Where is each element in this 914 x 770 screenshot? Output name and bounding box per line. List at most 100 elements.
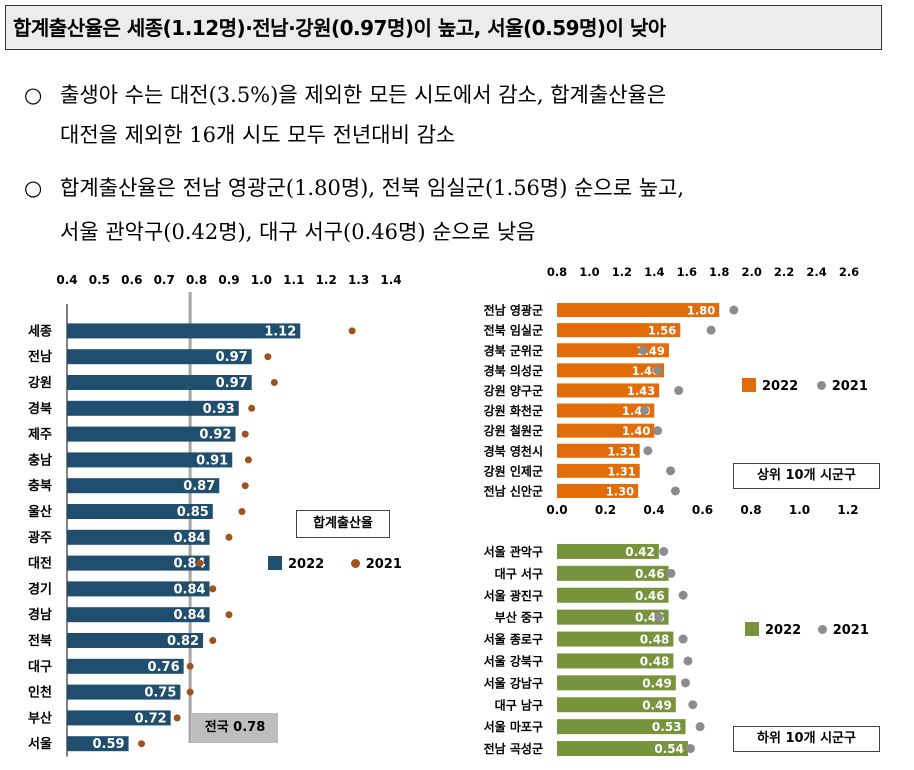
- bar-2022: [557, 323, 681, 338]
- bar-value-label: 0.53: [652, 720, 682, 734]
- tick-label: 0.9: [218, 273, 239, 287]
- bar-2022: [67, 478, 220, 494]
- tick-label: 0.8: [547, 265, 567, 279]
- category-label: 서울 강남구: [484, 675, 543, 690]
- legend-bar-label: 2022: [288, 557, 325, 572]
- tick-label: 1.8: [709, 265, 729, 279]
- bar-2022: [67, 529, 210, 545]
- dot-2021: [225, 611, 233, 619]
- bar-value-label: 0.49: [642, 676, 672, 690]
- bar-2022: [557, 423, 655, 438]
- category-label: 전남 신안군: [484, 483, 543, 498]
- dot-2021: [640, 406, 650, 416]
- bar-value-label: 0.84: [173, 557, 205, 572]
- bullet-text-line1: 출생아 수는 대전(3.5%)을 제외한 모든 시도에서 감소, 합계출산율은: [60, 83, 667, 107]
- headline: 합계출산율은 세종(1.12명)·전남·강원(0.97명)이 높고, 서울(0.…: [5, 5, 882, 50]
- dot-2021: [241, 482, 249, 490]
- bullet-mark: ○: [24, 176, 43, 200]
- bar-2022: [557, 363, 665, 378]
- bar-value-label: 0.91: [196, 453, 228, 468]
- tick-label: 1.0: [789, 503, 810, 517]
- bar-2022: [557, 303, 720, 318]
- bar-2022: [67, 710, 171, 726]
- bar-2022: [67, 633, 204, 648]
- category-label: 전남 영광군: [484, 303, 543, 318]
- chart-legend: 2022 2021: [742, 378, 868, 394]
- bullet-2: ○ 합계출산율은 전남 영광군(1.80명), 전북 임실군(1.56명) 순으로…: [24, 170, 684, 206]
- bar-2022: [67, 426, 236, 442]
- category-label: 경기: [28, 581, 52, 597]
- bar-value-label: 0.49: [642, 698, 672, 712]
- category-label: 부산: [28, 710, 52, 726]
- bar-2022: [67, 684, 181, 700]
- bar-value-label: 0.76: [148, 660, 180, 675]
- bar-value-label: 1.43: [627, 384, 655, 398]
- category-label: 전북 임실군: [484, 323, 543, 338]
- dot-2021: [270, 379, 278, 386]
- legend-bar-label: 2022: [765, 623, 802, 638]
- category-label: 충북: [28, 478, 52, 494]
- bullet-2-continuation: 서울 관악구(0.42명), 대구 서구(0.46명) 순으로 낮음: [60, 220, 536, 244]
- category-label: 대구 서구: [495, 566, 543, 581]
- tick-label: 1.2: [837, 503, 858, 517]
- category-label: 세종: [28, 324, 52, 339]
- tick-label: 0.8: [186, 273, 207, 287]
- tick-label: 0.6: [121, 273, 142, 287]
- bar-2022: [67, 658, 184, 674]
- dot-2021: [706, 325, 716, 335]
- bar-value-label: 0.48: [640, 654, 670, 668]
- dot-2021: [186, 688, 194, 696]
- bar-2022: [557, 383, 660, 398]
- bar-2022: [67, 736, 129, 752]
- category-label: 전남: [28, 349, 52, 365]
- bar-2022: [557, 741, 688, 757]
- bar-value-label: 0.72: [135, 711, 167, 726]
- bar-value-label: 0.54: [654, 742, 684, 756]
- dot-2021: [678, 634, 688, 644]
- category-label: 전북: [28, 633, 52, 649]
- category-label: 인천: [28, 685, 52, 701]
- bar-2022: [67, 323, 301, 339]
- bar-value-label: 1.80: [687, 304, 715, 318]
- legend-dot-swatch: [350, 559, 360, 568]
- category-label: 경북 영천시: [484, 443, 543, 458]
- legend-bar-swatch: [745, 622, 759, 636]
- tick-label: 1.1: [283, 273, 304, 287]
- chart-title-box: 상위 10개 시군구: [733, 463, 880, 489]
- legend-bar-swatch: [268, 556, 282, 570]
- bar-2022: [67, 452, 233, 468]
- dot-2021: [248, 404, 256, 412]
- tick-label: 1.0: [579, 265, 599, 279]
- dot-2021: [681, 678, 691, 688]
- bar-value-label: 0.97: [216, 350, 248, 365]
- bar-value-label: 0.93: [203, 402, 235, 417]
- legend-dot-label: 2021: [365, 557, 402, 572]
- bar-2022: [67, 607, 210, 623]
- bar-value-label: 1.31: [607, 444, 635, 458]
- bar-2022: [557, 565, 669, 581]
- dot-2021: [173, 714, 181, 722]
- bar-value-label: 0.46: [635, 589, 665, 603]
- tick-label: 2.0: [741, 265, 761, 279]
- bullet-mark: ○: [24, 83, 43, 107]
- dot-2021: [264, 353, 272, 361]
- dot-2021: [209, 637, 217, 644]
- bar-2022: [67, 400, 239, 416]
- bar-2022: [67, 504, 213, 519]
- tick-label: 1.0: [251, 273, 272, 287]
- bar-2022: [557, 483, 639, 498]
- tick-label: 0.8: [740, 503, 761, 517]
- bar-value-label: 0.48: [640, 633, 670, 647]
- bar-2022: [557, 463, 640, 478]
- bar-2022: [557, 697, 676, 713]
- bar-value-label: 0.84: [173, 582, 205, 597]
- bar-value-label: 1.31: [607, 464, 635, 478]
- bar-value-label: 0.75: [144, 686, 176, 701]
- tick-label: 0.0: [546, 503, 567, 517]
- bar-2022: [557, 719, 686, 735]
- dot-2021: [683, 656, 693, 666]
- tick-label: 1.2: [612, 265, 632, 279]
- bullet-text-line1: 합계출산율은 전남 영광군(1.80명), 전북 임실군(1.56명) 순으로 …: [60, 176, 685, 200]
- bar-2022: [557, 653, 674, 669]
- chart-province-fertility: 0.4 0.5 0.6 0.7 0.8 0.9 1.0 1.1 1.2 1.3 1.4 세종 1.12 전…: [28, 273, 402, 757]
